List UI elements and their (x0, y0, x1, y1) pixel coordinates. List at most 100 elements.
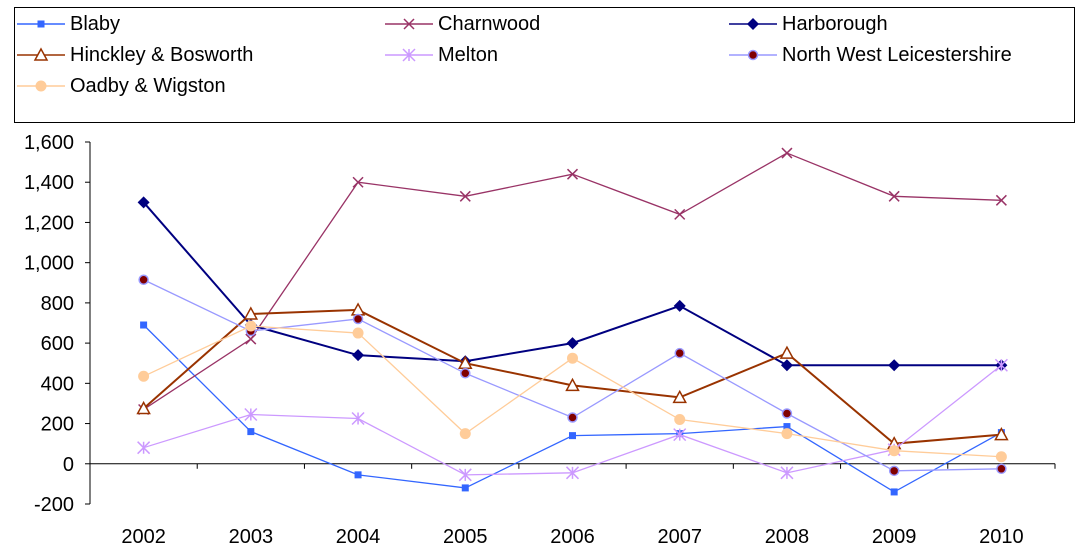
y-tick-label: 0 (63, 454, 74, 476)
x-tick-label: 2004 (336, 526, 381, 548)
series-line (143, 152, 1002, 411)
y-tick-label: 1,400 (24, 172, 74, 194)
legend-swatch-marker (747, 49, 759, 61)
series-line (142, 308, 1002, 445)
legend-entry: Hinckley & Bosworth (15, 42, 253, 68)
data-point (137, 196, 150, 209)
legend-swatch-marker (747, 18, 759, 30)
x-tick-label: 2008 (765, 526, 810, 548)
data-point (565, 377, 580, 392)
legend-swatch-marker (402, 48, 416, 62)
legend-swatch (385, 18, 433, 30)
legend-label: North West Leicestershire (782, 43, 1012, 66)
legend-entry: Oadby & Wigston (15, 73, 226, 99)
data-point (354, 471, 362, 479)
data-point (245, 320, 257, 332)
y-tick-label: 1,200 (24, 212, 74, 234)
x-tick-label: 2009 (872, 526, 917, 548)
data-point (136, 400, 151, 415)
legend-swatch (17, 80, 65, 92)
data-point (890, 488, 898, 496)
data-point (566, 168, 579, 180)
series-charnwood (138, 147, 1007, 416)
legend-label: Charnwood (438, 12, 541, 35)
legend-swatch-marker (403, 18, 415, 30)
data-point (352, 349, 365, 362)
data-point (460, 368, 471, 379)
data-point (566, 337, 579, 350)
legend-label: Melton (438, 43, 499, 66)
legend-entry: Charnwood (383, 11, 540, 37)
legend-swatch (729, 49, 777, 61)
data-point (888, 445, 900, 457)
legend-swatch (385, 48, 433, 62)
data-point (672, 389, 687, 404)
data-point (140, 321, 148, 329)
data-point (459, 428, 471, 440)
data-point (780, 359, 793, 372)
data-point (888, 359, 901, 372)
data-point (779, 345, 795, 359)
legend-swatch-marker (33, 47, 49, 61)
data-point (569, 432, 576, 440)
series-oadby-wigston (138, 320, 1007, 463)
y-tick-label: 800 (41, 293, 74, 315)
y-tick-label: -200 (34, 494, 74, 516)
data-point (888, 465, 900, 477)
data-point (458, 468, 472, 482)
legend-swatch (17, 20, 65, 28)
data-point (567, 352, 578, 364)
legend-swatch-marker (37, 20, 45, 28)
data-point (674, 347, 685, 359)
legend-swatch (729, 18, 777, 30)
data-point (352, 176, 364, 188)
legend-label: Hinckley & Bosworth (70, 43, 254, 66)
y-tick-label: 200 (41, 414, 74, 436)
legend-entry: Melton (383, 42, 498, 68)
y-tick-label: 400 (41, 373, 74, 395)
series-hinckley-bosworth (136, 302, 1009, 450)
data-point (565, 466, 580, 480)
data-point (138, 370, 150, 382)
series-blaby (140, 321, 1005, 496)
y-tick-label: 600 (41, 333, 74, 355)
data-point (459, 190, 471, 202)
legend-swatch-marker (35, 80, 47, 92)
data-point (245, 333, 257, 345)
legend-swatch (17, 47, 65, 61)
data-point (781, 147, 793, 159)
data-point (138, 274, 149, 286)
y-tick-label: 1,000 (24, 253, 74, 275)
data-point (351, 411, 365, 426)
x-tick-label: 2006 (550, 526, 595, 548)
data-point (995, 451, 1007, 463)
data-point (243, 306, 259, 320)
data-point (888, 190, 900, 202)
series-harborough (137, 196, 1008, 372)
data-point (567, 412, 578, 423)
x-tick-label: 2007 (657, 526, 702, 548)
legend-entry: North West Leicestershire (727, 42, 1012, 68)
data-point (673, 428, 687, 442)
x-tick-label: 2002 (121, 526, 166, 548)
legend-label: Oadby & Wigston (70, 74, 226, 97)
data-point (674, 414, 686, 426)
data-point (352, 313, 364, 325)
x-tick-label: 2003 (229, 526, 274, 548)
legend: Blaby Charnwood Harborough Hinckley & Boswo… (14, 7, 1075, 123)
legend-entry: Harborough (727, 11, 888, 37)
data-point (994, 358, 1008, 372)
data-point (780, 466, 794, 480)
data-point (783, 423, 791, 431)
y-tick-label: 1,600 (24, 132, 74, 154)
x-tick-label: 2005 (443, 526, 488, 548)
data-point (995, 194, 1007, 206)
data-point (781, 428, 793, 440)
series-melton (137, 358, 1008, 482)
data-point (673, 299, 686, 312)
data-point (996, 463, 1007, 475)
legend-label: Blaby (70, 12, 121, 35)
x-tick-label: 2010 (979, 526, 1024, 548)
